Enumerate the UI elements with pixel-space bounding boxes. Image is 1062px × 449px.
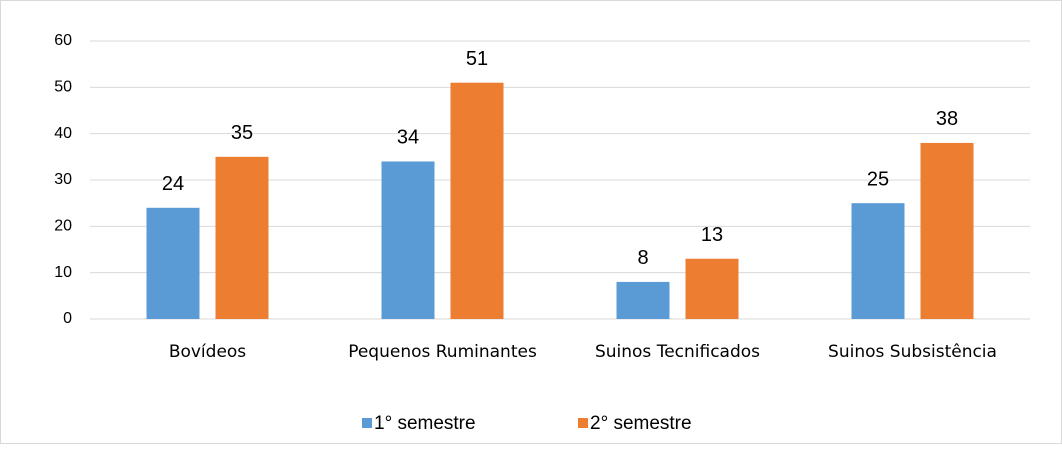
y-tick-label: 60 bbox=[54, 32, 72, 49]
y-tick-label: 10 bbox=[54, 264, 72, 281]
data-label: 24 bbox=[162, 173, 184, 195]
data-label: 8 bbox=[637, 247, 648, 269]
legend-label: 2° semestre bbox=[590, 413, 692, 434]
y-tick-label: 0 bbox=[63, 310, 72, 327]
y-tick-label: 50 bbox=[54, 79, 72, 96]
data-label: 34 bbox=[397, 127, 419, 149]
data-label: 51 bbox=[466, 48, 488, 70]
data-label: 25 bbox=[867, 168, 889, 190]
data-label: 35 bbox=[231, 122, 253, 144]
bar bbox=[616, 281, 670, 319]
bar bbox=[450, 82, 504, 319]
x-tick-label: Suinos Tecnificados bbox=[595, 342, 760, 362]
data-label: 13 bbox=[701, 224, 723, 246]
data-label: 38 bbox=[936, 108, 958, 130]
x-tick-label: Bovídeos bbox=[169, 342, 246, 362]
x-tick-label: Pequenos Ruminantes bbox=[348, 342, 537, 362]
bar bbox=[851, 203, 905, 319]
y-tick-label: 30 bbox=[54, 171, 72, 188]
bar bbox=[215, 156, 269, 319]
y-tick-label: 20 bbox=[54, 218, 72, 235]
y-tick-label: 40 bbox=[54, 125, 72, 142]
legend-marker bbox=[362, 418, 372, 428]
bar bbox=[685, 258, 739, 319]
bar bbox=[920, 142, 974, 319]
bar bbox=[146, 207, 200, 319]
legend-label: 1° semestre bbox=[374, 413, 476, 434]
legend-marker bbox=[578, 418, 588, 428]
x-tick-label: Suinos Subsistência bbox=[828, 342, 997, 362]
bar bbox=[381, 161, 435, 319]
